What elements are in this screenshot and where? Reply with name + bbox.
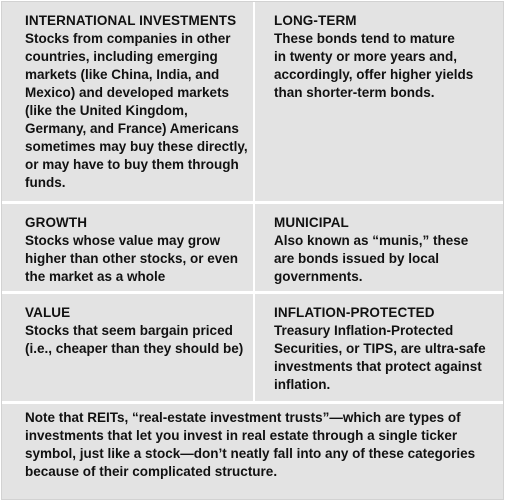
cell-line: Mexico) and developed markets [25, 85, 230, 100]
cell-line: (like the United Kingdom, [25, 103, 188, 118]
cell-growth: GROWTH Stocks whose value may grow highe… [2, 204, 253, 291]
cell-value: VALUE Stocks that seem bargain priced (i… [2, 294, 253, 401]
cell-line: Also known as “munis,” these [274, 233, 469, 248]
cell-line: Stocks whose value may grow [25, 233, 221, 248]
note-line: investments that let you invest in real … [25, 428, 458, 443]
cell-line: than shorter-term bonds. [274, 85, 435, 100]
cell-line: Treasury Inflation-Protected [274, 323, 454, 338]
reits-note: Note that REITs, “real-estate investment… [2, 404, 503, 481]
cell-line: Stocks that seem bargain priced [25, 323, 233, 338]
cell-inflation-protected: INFLATION-PROTECTED Treasury Inflation-P… [255, 294, 503, 401]
cell-line: inflation. [274, 377, 331, 392]
cell-line: Securities, or TIPS, are ultra-safe [274, 341, 486, 356]
cell-municipal: MUNICIPAL Also known as “munis,” these a… [255, 204, 503, 291]
cell-line: Germany, and France) Americans [25, 121, 239, 136]
cell-line: markets (like China, India, and [25, 67, 220, 82]
cell-line: Stocks from companies in other [25, 31, 231, 46]
row-divider [2, 291, 503, 294]
cell-line: (i.e., cheaper than they should be) [25, 341, 244, 356]
cell-title: INTERNATIONAL INVESTMENTS [25, 13, 237, 28]
note-line: symbol, just like a stock—don’t neatly f… [25, 446, 476, 461]
cell-title: VALUE [25, 305, 71, 320]
cell-long-term: LONG-TERM These bonds tend to mature in … [255, 2, 503, 201]
cell-line: in twenty or more years and, [274, 49, 458, 64]
cell-line: higher than other stocks, or even [25, 251, 239, 266]
row-divider [2, 401, 503, 404]
cell-international-investments: INTERNATIONAL INVESTMENTS Stocks from co… [2, 2, 253, 201]
row-divider [2, 201, 503, 204]
cell-line: are bonds issued by local [274, 251, 440, 266]
note-line: because of their complicated structure. [25, 464, 278, 479]
cell-line: accordingly, offer higher yields [274, 67, 474, 82]
note-line: Note that REITs, “real-estate investment… [25, 410, 461, 425]
cell-line: These bonds tend to mature [274, 31, 455, 46]
cell-line: countries, including emerging [25, 49, 218, 64]
cell-title: LONG-TERM [274, 13, 357, 28]
cell-title: GROWTH [25, 215, 88, 230]
cell-line: sometimes may buy these directly, [25, 139, 248, 154]
cell-line: or may have to buy them through [25, 157, 239, 172]
cell-line: the market as a whole [25, 269, 166, 284]
column-divider [253, 2, 255, 401]
cell-title: MUNICIPAL [274, 215, 349, 230]
cell-line: investments that protect against [274, 359, 482, 374]
cell-line: funds. [25, 175, 66, 190]
cell-line: governments. [274, 269, 363, 284]
cell-title: INFLATION-PROTECTED [274, 305, 435, 320]
